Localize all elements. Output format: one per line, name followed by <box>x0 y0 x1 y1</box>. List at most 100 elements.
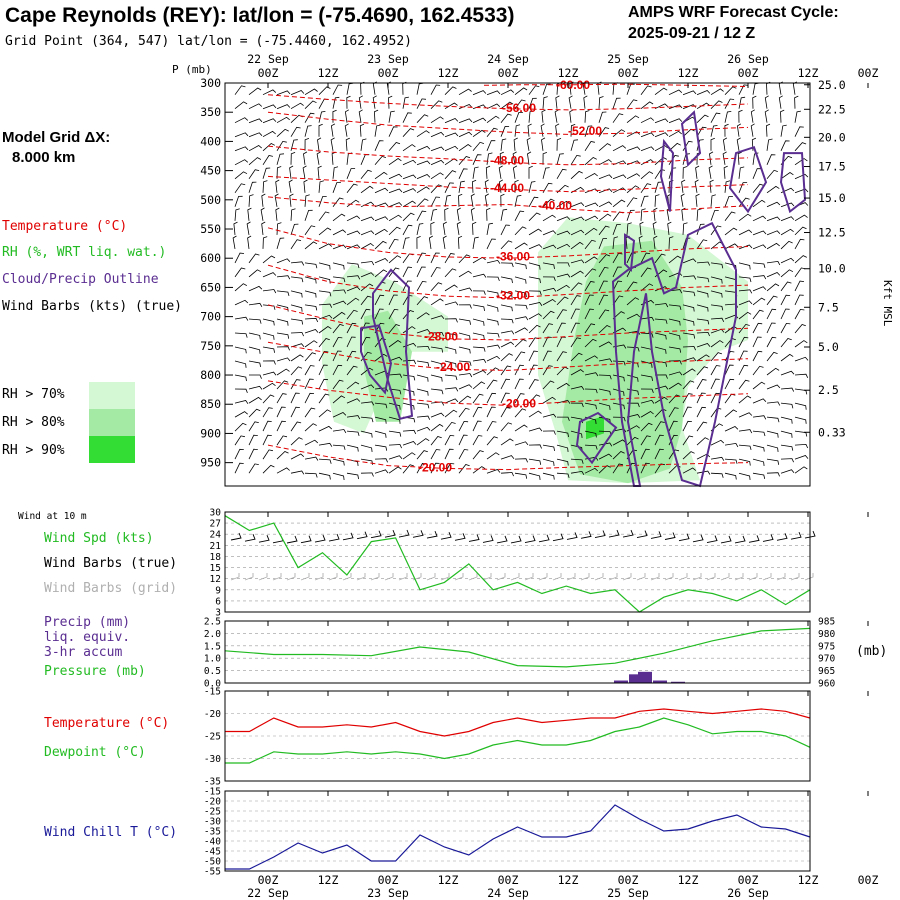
wind-barb-1143 <box>738 472 751 480</box>
wind-barb-1005 <box>528 427 543 432</box>
wind-barb-728 <box>668 332 681 340</box>
isotherm-line-2 <box>267 111 749 135</box>
pressure-line <box>224 627 811 668</box>
wind-barb-164 <box>234 146 249 152</box>
grid-barb-6 <box>314 573 324 581</box>
wind-barb-884 <box>556 382 570 390</box>
wind-barb-836 <box>458 373 473 378</box>
wind-barb-1142 <box>724 472 737 480</box>
wind-barb-575 <box>248 285 263 292</box>
wind-barb-1110 <box>276 467 290 474</box>
wind-barb-621 <box>318 303 333 308</box>
true-barb-26 <box>594 530 606 538</box>
wind-barb-665 <box>360 308 371 320</box>
wind-barb-574 <box>234 283 247 292</box>
cloud-outline-5 <box>680 110 702 167</box>
wind-barb-93 <box>388 110 395 123</box>
wind-barb-361 <box>695 193 700 207</box>
wind-barb-941 <box>780 402 794 409</box>
wind-barb-1019 <box>724 426 739 432</box>
top-time-tick-1: 12Z <box>318 66 339 80</box>
wind-barb-949 <box>318 409 331 418</box>
cloud-outline-6 <box>659 138 675 212</box>
wind-barb-339 <box>388 202 403 208</box>
grid-barb-24 <box>566 573 576 581</box>
temp-tick-3: -30 <box>204 754 221 765</box>
wind-barb-204 <box>794 142 807 152</box>
temp-dew-grid: -15 -20 -25 -30 -35 <box>204 687 810 788</box>
wind-barb-927 <box>584 402 597 410</box>
grid-barb-23 <box>552 573 562 581</box>
wind-barb-820 <box>234 374 247 382</box>
chill-tick-7: -50 <box>204 857 221 868</box>
wind-barb-950 <box>332 412 347 418</box>
wind-barb-22 <box>542 83 551 95</box>
wind-barb-284 <box>766 169 778 180</box>
wind-barb-1090 <box>570 458 584 464</box>
isotherm-label-6: -36.00 <box>496 249 530 263</box>
wind-barb-53 <box>402 96 409 109</box>
wind-barb-1124 <box>472 466 486 474</box>
wind-barb-1070 <box>290 453 305 460</box>
wind-barb-162 <box>780 124 787 137</box>
station-title: Cape Reynolds (REY): lat/lon = (-75.4690… <box>5 4 514 27</box>
chill-tick-0: -15 <box>204 787 221 798</box>
wind-barb-610 <box>738 289 753 294</box>
wind-barb-693 <box>752 309 764 320</box>
wind-tick-0: 3 <box>215 608 221 619</box>
wind-barb-546 <box>416 266 426 278</box>
wind-barb-375 <box>318 211 330 222</box>
wind-barb-1023 <box>780 430 793 438</box>
wind-barb-4 <box>290 90 305 96</box>
precip-bar-2 <box>638 671 652 683</box>
wind-barb-310 <box>556 184 569 194</box>
height-label-8: 5.0 <box>818 340 839 354</box>
wind-barb-78 <box>752 95 757 109</box>
wind-barb-702 <box>304 329 319 334</box>
wind-barb-77 <box>738 96 746 109</box>
wind-barb-208 <box>276 153 285 165</box>
wind-barb-1051 <box>598 442 613 447</box>
wind-barb-295 <box>346 183 358 194</box>
precip-pressure-panel: Precip (mm) liq. equiv. 3-hr accum Press… <box>44 615 887 690</box>
wind-barb-630 <box>444 301 459 306</box>
wind-barb-939 <box>752 398 767 404</box>
wind-barb-239 <box>709 151 714 165</box>
wind-barb-215 <box>374 155 387 166</box>
wind-barb-297 <box>374 187 389 194</box>
wind-barb-231 <box>598 159 612 166</box>
chill-tick-1: -20 <box>204 797 221 808</box>
wind-tick-5: 18 <box>210 552 222 563</box>
isotherm-line-6 <box>267 227 749 259</box>
wind-barb-447 <box>752 230 767 236</box>
wind-barb-213 <box>346 152 353 165</box>
wind-barb-232 <box>612 160 627 166</box>
wind-barb-589 <box>444 284 458 292</box>
wind-barb-344 <box>458 193 463 207</box>
wind-barb-98 <box>458 118 473 124</box>
legend-rh80-swatch <box>89 409 135 436</box>
wind-barb-425 <box>442 221 447 235</box>
wind-tick-2: 9 <box>215 585 221 596</box>
wind-barb-542 <box>360 272 375 278</box>
pressure-tick-2: 970 <box>818 654 835 665</box>
wind-barb-839 <box>500 365 512 376</box>
wind-chill-panel: Wind Chill T (°C) -15-20-25-30-35-40-45-… <box>44 787 811 878</box>
wind-barb-402 <box>696 208 702 221</box>
wind-barb-683 <box>612 311 625 320</box>
wind-barb-105 <box>554 109 559 123</box>
wind-barb-964 <box>528 410 542 418</box>
wind-barb-453 <box>262 236 268 249</box>
wind-barb-885 <box>570 386 585 391</box>
wind-barb-758 <box>514 339 527 348</box>
wind-barb-1131 <box>570 470 585 476</box>
chill-tick-6: -45 <box>204 847 221 858</box>
wind-barb-715 <box>486 332 500 338</box>
wind-barb-173 <box>360 138 367 151</box>
wind-barb-632 <box>472 304 485 311</box>
wind-barb-742 <box>290 343 305 348</box>
wind-barb-266 <box>512 165 518 179</box>
wind-barb-1015 <box>668 420 678 432</box>
wind-barb-385 <box>456 207 461 221</box>
wind-barb-178 <box>430 146 445 152</box>
